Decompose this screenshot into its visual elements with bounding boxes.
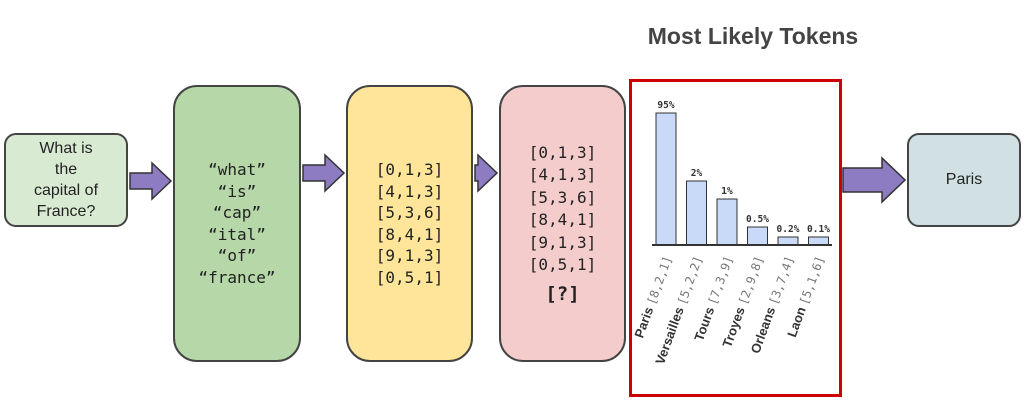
bar-value-label: 1%	[721, 186, 733, 197]
token-item: “cap”	[212, 203, 262, 222]
arrow-ids-to-context	[474, 153, 499, 193]
tokens-box: “what” “is” “cap” “ital” “of” “france”	[173, 85, 301, 362]
token-item: “of”	[217, 246, 257, 265]
bar-value-label: 0.2%	[777, 224, 800, 235]
arrow-tokens-to-ids	[302, 153, 346, 193]
next-token-placeholder: [?]	[545, 282, 580, 305]
chart-svg: 95%Paris [8,2,1]2%Versailles [5,2,2]1%To…	[632, 100, 832, 366]
token-item: “is”	[217, 181, 257, 201]
answer-box: Paris	[907, 133, 1021, 227]
bar-value-label: 0.1%	[807, 224, 830, 235]
token-id-item: [9,1,3]	[375, 246, 444, 265]
token-id-item: [5,3,6]	[375, 203, 444, 222]
bar-tours	[716, 198, 738, 246]
context-id-item: [0,1,3]	[528, 142, 597, 162]
context-ids-box: [0,1,3] [4,1,3] [5,3,6] [8,4,1] [9,1,3] …	[499, 85, 626, 362]
token-ids-box: [0,1,3] [4,1,3] [5,3,6] [8,4,1] [9,1,3] …	[346, 85, 473, 362]
bar-value-label: 2%	[691, 168, 703, 179]
bar-value-label: 95%	[657, 100, 674, 111]
context-id-item: [4,1,3]	[528, 165, 597, 185]
context-id-item: [0,5,1]	[528, 255, 597, 275]
bar-paris	[655, 112, 677, 246]
token-item: “france”	[198, 267, 276, 287]
token-id-item: [4,1,3]	[375, 181, 444, 201]
bar-versailles	[686, 180, 707, 246]
chart-title: Most Likely Tokens	[647, 23, 859, 49]
arrow-chart-to-answer	[842, 156, 907, 204]
answer-text: Paris	[945, 171, 983, 188]
bar-troyes	[747, 226, 768, 246]
question-line: the	[54, 161, 78, 178]
token-id-item: [8,4,1]	[375, 224, 444, 244]
context-id-item: [8,4,1]	[528, 210, 597, 230]
context-id-item: [9,1,3]	[528, 232, 597, 252]
question-line: What is	[39, 140, 93, 157]
token-id-item: [0,1,3]	[375, 160, 444, 179]
context-id-item: [5,3,6]	[528, 187, 597, 207]
chart-frame: 95% Paris [8,2,1] 2% Versailles [5,2,2] 1% To…	[629, 79, 842, 397]
token-item: “ital”	[208, 224, 266, 244]
bar-orleans	[777, 236, 799, 246]
question-box: What is the capital of France?	[4, 133, 128, 227]
arrow-question-to-tokens	[129, 161, 173, 201]
token-id-item: [0,5,1]	[375, 267, 444, 287]
bar-value-label: 0.5%	[746, 214, 769, 225]
bar-laon	[808, 236, 829, 246]
question-line: France?	[36, 203, 96, 220]
question-line: capital of	[33, 182, 99, 199]
token-item: “what”	[208, 160, 266, 179]
